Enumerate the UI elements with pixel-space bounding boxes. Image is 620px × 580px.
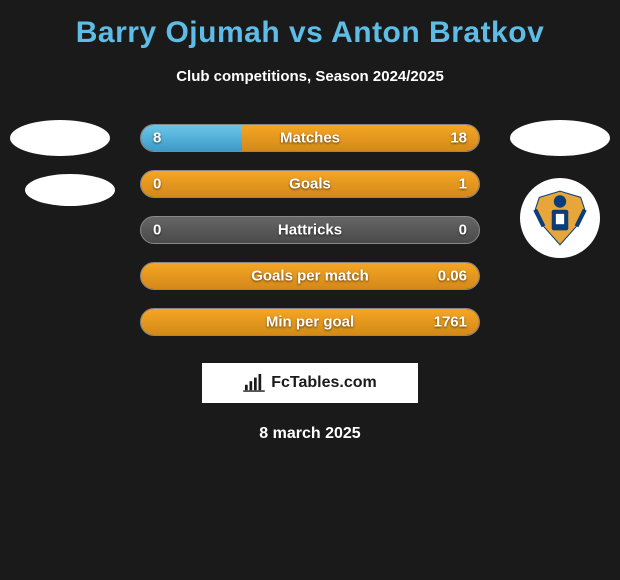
stat-value-right: 18	[450, 130, 467, 147]
bar-matches: 8 Matches 18	[140, 124, 480, 152]
player-badge-right-1	[510, 120, 610, 156]
date-text: 8 march 2025	[259, 425, 360, 443]
stat-value-right: 1	[459, 176, 467, 193]
stat-row-mpg: Min per goal 1761	[0, 299, 620, 345]
page-subtitle: Club competitions, Season 2024/2025	[176, 68, 444, 85]
stat-value-left: 0	[153, 222, 161, 239]
stat-value-left: 0	[153, 176, 161, 193]
crest-icon	[529, 187, 591, 249]
player-badge-left-2	[25, 174, 115, 206]
stat-label: Goals	[289, 176, 331, 193]
stat-value-right: 0.06	[438, 268, 467, 285]
stat-label: Min per goal	[266, 314, 354, 331]
bar-right-fill	[242, 125, 479, 151]
stat-value-right: 1761	[434, 314, 467, 331]
brand-text: FcTables.com	[271, 374, 377, 392]
bar-goals: 0 Goals 1	[140, 170, 480, 198]
player-badge-left-1	[10, 120, 110, 156]
stat-label: Matches	[280, 130, 340, 147]
bar-hattricks: 0 Hattricks 0	[140, 216, 480, 244]
stat-label: Hattricks	[278, 222, 342, 239]
stat-row-gpm: Goals per match 0.06	[0, 253, 620, 299]
bar-mpg: Min per goal 1761	[140, 308, 480, 336]
stat-value-left: 8	[153, 130, 161, 147]
stat-value-right: 0	[459, 222, 467, 239]
page-title: Barry Ojumah vs Anton Bratkov	[76, 16, 545, 50]
bar-gpm: Goals per match 0.06	[140, 262, 480, 290]
club-crest-right	[520, 178, 600, 258]
stat-label: Goals per match	[251, 268, 369, 285]
brand-card: FcTables.com	[202, 363, 418, 403]
bar-chart-icon	[243, 374, 265, 392]
